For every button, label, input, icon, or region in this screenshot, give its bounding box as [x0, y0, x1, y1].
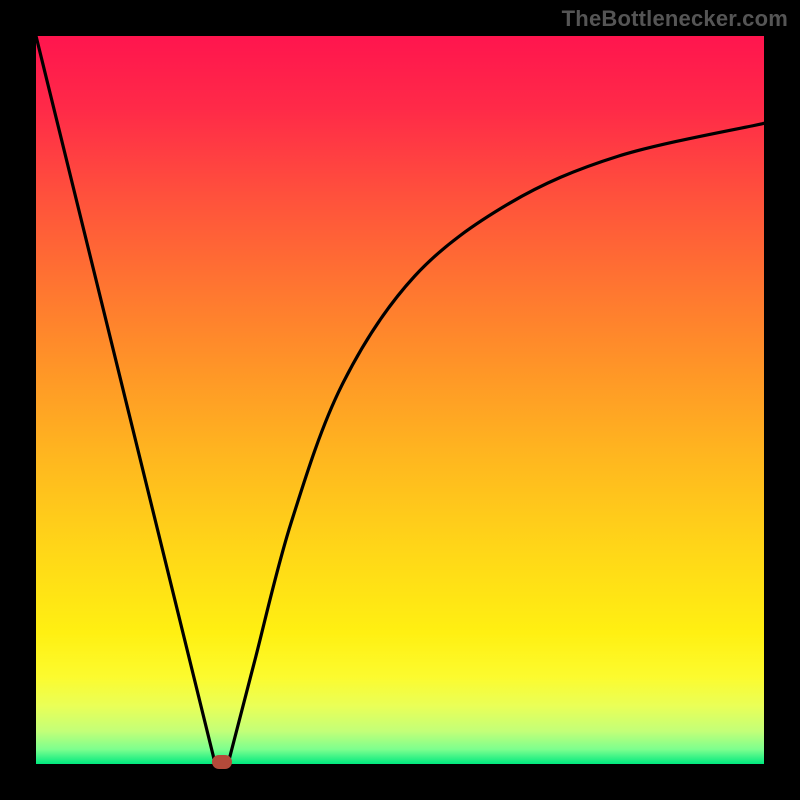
chart-container: TheBottlenecker.com [0, 0, 800, 800]
curve-svg [0, 0, 800, 800]
watermark-text: TheBottlenecker.com [562, 6, 788, 32]
minimum-marker [212, 755, 232, 769]
bottleneck-curve [36, 36, 764, 760]
